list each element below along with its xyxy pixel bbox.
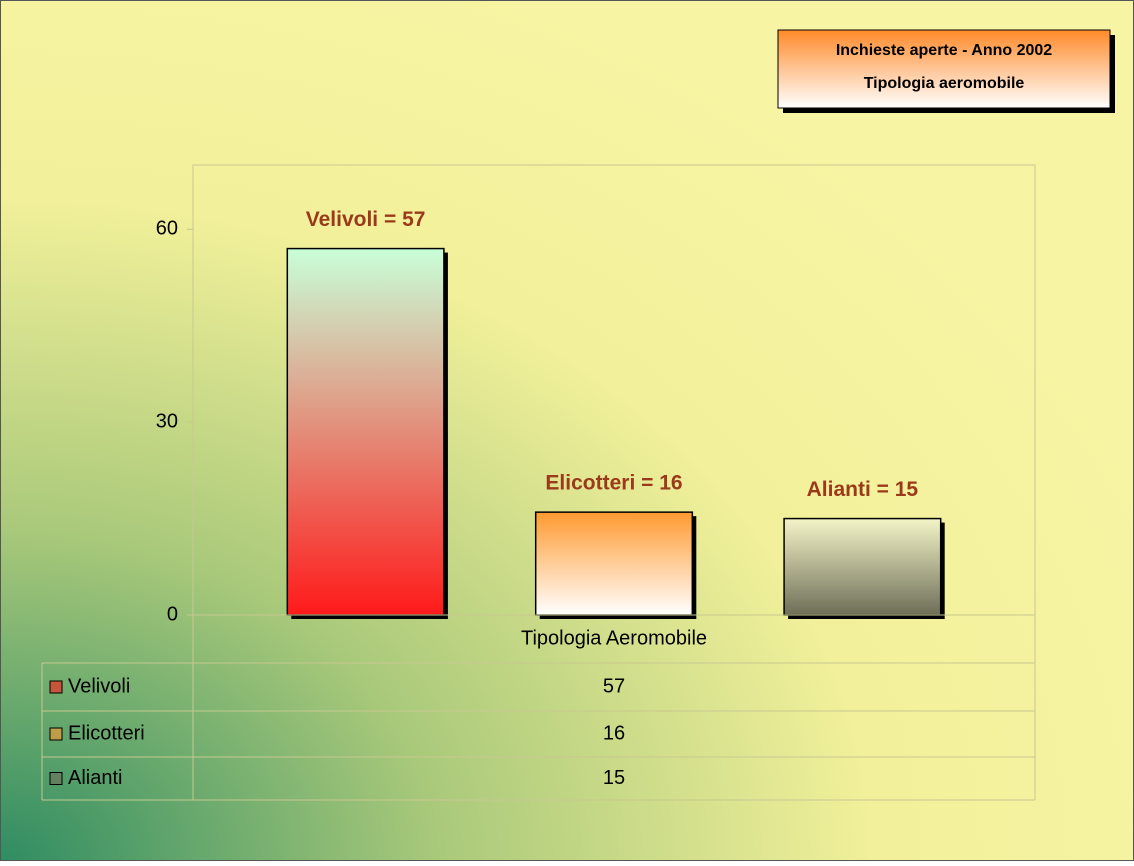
data-label: Elicotteri = 16 xyxy=(545,472,682,495)
title-box xyxy=(777,29,1111,109)
x-tick-label: Tipologia Aeromobile xyxy=(521,627,707,649)
legend-label: Velivoli xyxy=(68,675,130,697)
table-value: 16 xyxy=(603,722,625,744)
legend-label: Alianti xyxy=(68,767,122,789)
legend-key xyxy=(49,727,63,741)
bar xyxy=(783,517,942,616)
bar xyxy=(286,247,445,616)
y-tick-label: 60 xyxy=(156,218,178,240)
table-value: 57 xyxy=(603,675,625,697)
bar xyxy=(534,511,694,616)
legend-label: Elicotteri xyxy=(68,722,145,744)
legend-key xyxy=(49,680,63,694)
data-label: Velivoli = 57 xyxy=(306,208,426,231)
table-value: 15 xyxy=(603,767,625,789)
y-tick-label: 0 xyxy=(167,603,178,625)
legend-key xyxy=(49,772,63,785)
data-label: Alianti = 15 xyxy=(807,478,919,501)
chart-title: Inchieste aperte - Anno 2002 xyxy=(836,42,1052,59)
y-tick-label: 30 xyxy=(156,410,178,432)
chart-subtitle: Tipologia aeromobile xyxy=(864,75,1025,92)
